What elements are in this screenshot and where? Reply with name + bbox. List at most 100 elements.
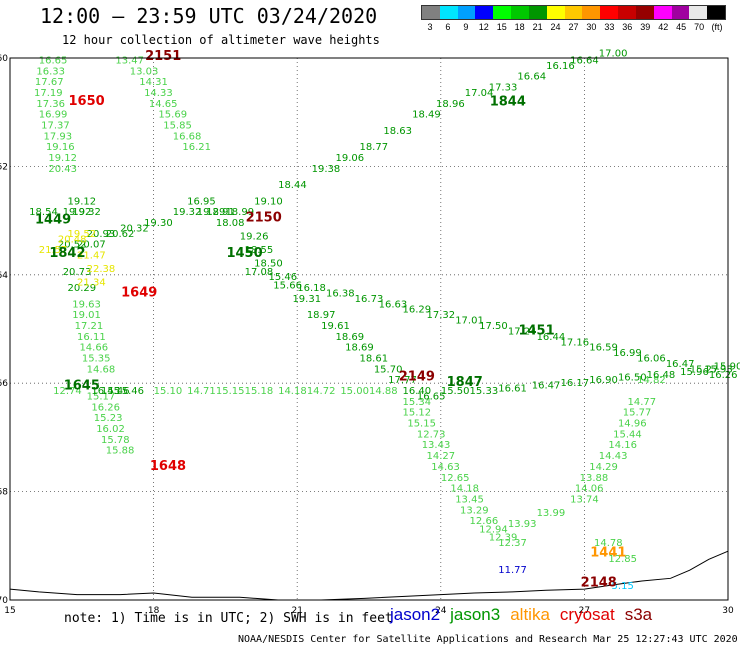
wave-height-label: 14.88 bbox=[369, 386, 398, 397]
wave-height-label: 17.36 bbox=[36, 99, 65, 110]
coastline bbox=[9, 550, 729, 601]
pass-time-label: 1441 bbox=[590, 546, 626, 561]
wave-height-label: 21.47 bbox=[77, 251, 106, 262]
wave-height-label: 17.00 bbox=[599, 48, 628, 59]
wave-height-label: 12.39 bbox=[489, 532, 518, 543]
wave-height-label: 20.29 bbox=[67, 283, 96, 294]
wave-height-label: 20.62 bbox=[106, 229, 135, 240]
wave-height-label: 15.46 bbox=[101, 386, 130, 397]
grid-lines bbox=[10, 58, 728, 600]
wave-height-marks: 16.6516.3317.6717.1917.3616.9917.3717.93… bbox=[29, 48, 740, 592]
wave-height-label: 15.15 bbox=[216, 386, 245, 397]
wave-height-label: 16.17 bbox=[561, 378, 590, 389]
colorbar-swatch bbox=[475, 6, 494, 19]
wave-height-label: 15.46 bbox=[269, 272, 298, 283]
pass-time-label: 1844 bbox=[490, 95, 526, 110]
legend-entry-altika: altika bbox=[510, 605, 550, 624]
wave-height-label: 14.16 bbox=[608, 440, 637, 451]
wave-height-label: 16.26 bbox=[91, 402, 120, 413]
colorbar-label: 30 bbox=[586, 22, 597, 32]
colorbar-swatch bbox=[511, 6, 529, 19]
wave-height-label: 12.65 bbox=[441, 473, 470, 484]
pass-time-label: 1847 bbox=[447, 375, 483, 390]
wave-height-label: 19.92 bbox=[63, 207, 92, 218]
wave-height-label: 14.68 bbox=[87, 364, 116, 375]
wave-height-label: 20.93 bbox=[87, 229, 116, 240]
pass-time-label: 1648 bbox=[150, 459, 186, 474]
colorbar-label: 9 bbox=[463, 22, 469, 32]
wave-height-label: 16.99 bbox=[39, 110, 68, 121]
wave-height-label: 15.34 bbox=[403, 397, 432, 408]
wave-height-label: 17.77 bbox=[388, 375, 417, 386]
wave-height-label: 16.16 bbox=[546, 61, 575, 72]
wave-height-label: 19.32 bbox=[173, 207, 202, 218]
wave-height-label: 16.50 bbox=[618, 372, 647, 383]
x-tick-label: 15 bbox=[4, 606, 15, 616]
wave-height-label: 16.64 bbox=[517, 72, 546, 83]
wave-height-label: 13.29 bbox=[460, 505, 489, 516]
wave-height-label: 12.74 bbox=[53, 386, 82, 397]
colorbar-swatch bbox=[493, 6, 512, 19]
wave-height-label: 12.85 bbox=[608, 554, 637, 565]
wave-height-label: 19.61 bbox=[321, 321, 350, 332]
wave-height-label: 18.77 bbox=[359, 142, 388, 153]
wave-height-label: 14.72 bbox=[307, 386, 336, 397]
pass-time-labels: 2151 1650 1844 2150 1449 1842 1450 1649 1451 2149… bbox=[35, 49, 626, 590]
colorbar-label: 33 bbox=[604, 22, 615, 32]
satellite-legend: jason2 jason3 altika cryosat s3a bbox=[390, 605, 662, 625]
colorbar-label: 21 bbox=[532, 22, 543, 32]
x-tick-label: 24 bbox=[435, 606, 447, 616]
colorbar-swatch bbox=[689, 6, 708, 19]
wave-height-label: 19.63 bbox=[72, 299, 101, 310]
colorbar-swatch bbox=[600, 6, 619, 19]
wave-height-label: 18.55 bbox=[245, 245, 274, 256]
pass-time-label: 1449 bbox=[35, 212, 71, 227]
wave-height-label: 18.54 bbox=[29, 207, 58, 218]
x-tick-label: 30 bbox=[722, 606, 734, 616]
wave-height-label: 17.33 bbox=[489, 83, 518, 94]
wave-height-label: 17.04 bbox=[465, 88, 494, 99]
wave-height-label: 13.74 bbox=[570, 494, 599, 505]
wave-height-label: 16.64 bbox=[570, 55, 599, 66]
page-subtitle: 12 hour collection of altimeter wave hei… bbox=[62, 33, 380, 47]
wave-height-label: 15.12 bbox=[403, 408, 432, 419]
wave-height-label: 19.10 bbox=[254, 196, 283, 207]
wave-height-label: 12.73 bbox=[417, 429, 446, 440]
colorbar-label: 70 bbox=[694, 22, 705, 32]
coastline-path bbox=[9, 550, 729, 601]
wave-height-label: 16.44 bbox=[537, 332, 566, 343]
colorbar-swatch bbox=[439, 6, 458, 19]
wave-height-label: 5.15 bbox=[612, 581, 634, 592]
wave-height-label: 18.50 bbox=[254, 259, 283, 270]
wave-height-label: 19.12 bbox=[67, 196, 96, 207]
pass-time-label: 1649 bbox=[121, 285, 157, 300]
wave-height-label: 15.88 bbox=[106, 446, 135, 457]
wave-height-label: 18.96 bbox=[436, 99, 465, 110]
wave-height-label: 17.21 bbox=[75, 321, 104, 332]
pass-time-label: 2150 bbox=[246, 211, 282, 226]
wave-height-label: 20.32 bbox=[120, 223, 149, 234]
wave-height-label: 15.10 bbox=[154, 386, 183, 397]
wave-height-label: 12.94 bbox=[479, 524, 508, 535]
x-tick-label: 27 bbox=[579, 606, 590, 616]
colorbar-swatch bbox=[635, 6, 654, 19]
colorbar-labels: 3 6 9 12 15 18 21 24 27 30 33 36 39 42 45 70 (ft) bbox=[421, 22, 739, 34]
wave-height-label: 17.16 bbox=[561, 337, 590, 348]
colorbar-swatch bbox=[582, 6, 601, 19]
wave-height-label: 19.32 bbox=[72, 207, 101, 218]
colorbar-label: 27 bbox=[568, 22, 579, 32]
colorbar bbox=[421, 5, 726, 20]
wave-height-label: 15.23 bbox=[94, 413, 123, 424]
wave-height-label: 18.63 bbox=[383, 126, 412, 137]
wave-height-label: 16.21 bbox=[182, 142, 211, 153]
y-tick-label: -66 bbox=[0, 379, 8, 389]
wave-height-label: 15.33 bbox=[470, 386, 499, 397]
wave-height-label: 18.91 bbox=[206, 207, 235, 218]
wave-height-label: 14.71 bbox=[187, 386, 216, 397]
wave-height-label: 20.48 bbox=[58, 234, 87, 245]
wave-height-label: 14.77 bbox=[628, 397, 657, 408]
wave-height-label: 14.06 bbox=[575, 484, 604, 495]
wave-height-label: 17.24 bbox=[508, 326, 537, 337]
colorbar-swatch bbox=[422, 6, 440, 19]
wave-height-label: 14.65 bbox=[149, 99, 178, 110]
